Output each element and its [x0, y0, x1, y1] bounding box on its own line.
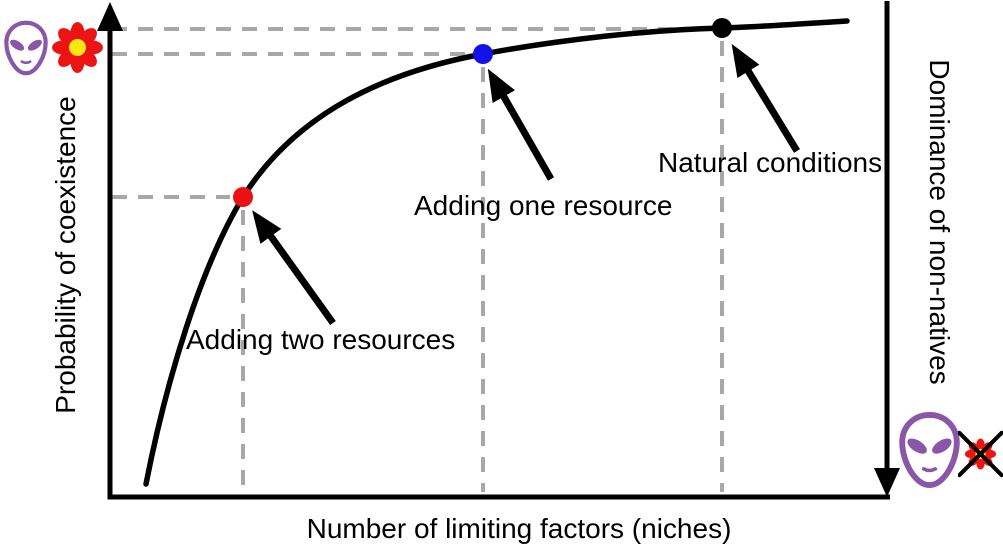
y-axis-left-label: Probability of coexistence: [49, 96, 81, 414]
point-adding-two-resources: [233, 187, 253, 207]
coexistence-curve: [143, 18, 850, 487]
point-natural-conditions: [712, 18, 732, 38]
flower-icon: [52, 22, 103, 73]
y-axis-right-arrowhead-down: [874, 468, 900, 497]
annotation-label-two-resources: Adding two resources: [186, 324, 456, 355]
y-axis-left-arrowhead-up: [97, 2, 123, 31]
point-adding-one-resource: [473, 44, 493, 64]
y-axis-right-label: Dominance of non-natives: [924, 59, 956, 385]
annotation-arrow-two-resources: [252, 210, 336, 326]
alien-icon: [897, 409, 962, 491]
annotation-arrow-one-resource: [487, 68, 555, 181]
annotation-label-natural-conditions: Natural conditions: [658, 147, 883, 178]
annotation-label-one-resource: Adding one resource: [414, 190, 673, 221]
crossed-flower-icon: [958, 430, 1003, 478]
annotation-arrow-natural-conditions: [731, 43, 800, 153]
x-axis-label: Number of limiting factors (niches): [306, 513, 732, 544]
alien-icon: [2, 19, 50, 77]
